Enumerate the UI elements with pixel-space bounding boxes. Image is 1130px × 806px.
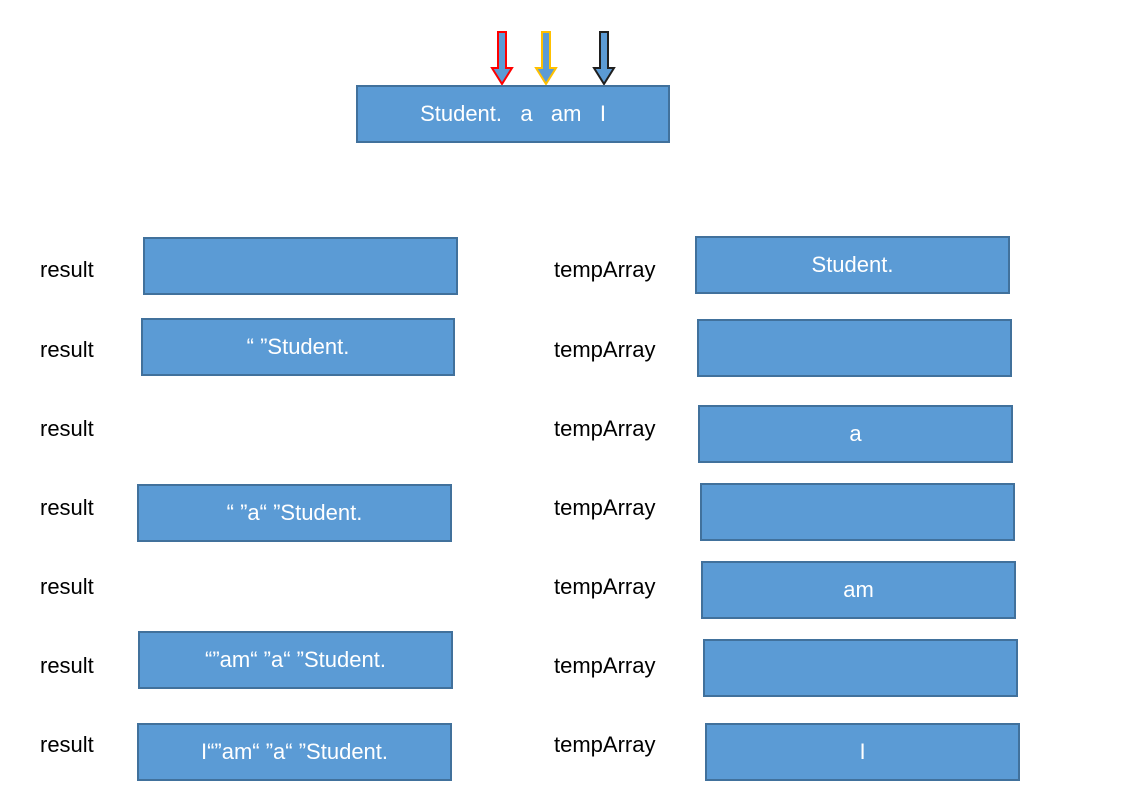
temparray-label: tempArray (554, 653, 656, 678)
temparray-label: tempArray (554, 416, 656, 441)
temparray-box: am (701, 561, 1016, 619)
source-string-text: Student. a am I (420, 101, 606, 126)
temparray-label: tempArray (554, 574, 656, 599)
result-label: result (40, 416, 94, 441)
temparray-box (700, 483, 1015, 541)
red-arrow-icon (490, 31, 514, 86)
result-box: “ ”Student. (141, 318, 455, 376)
yellow-arrow-icon (534, 31, 558, 86)
result-label: result (40, 732, 94, 757)
result-box: “”am“ ”a“ ”Student. (138, 631, 453, 689)
result-label: result (40, 495, 94, 520)
temparray-value: Student. (811, 252, 894, 277)
result-box: “ ”a“ ”Student. (137, 484, 452, 542)
result-label: result (40, 337, 94, 362)
result-label: result (40, 257, 94, 282)
temparray-box: I (705, 723, 1020, 781)
temparray-box: a (698, 405, 1013, 463)
result-value: “”am“ ”a“ ”Student. (205, 647, 386, 672)
result-value: I“”am“ ”a“ ”Student. (200, 739, 389, 764)
temparray-box (697, 319, 1012, 377)
result-value: “ ”a“ ”Student. (226, 500, 363, 525)
temparray-value: a (849, 421, 862, 446)
temparray-box (703, 639, 1018, 697)
temparray-value: I (859, 739, 866, 764)
result-label: result (40, 653, 94, 678)
result-value: “ ”Student. (246, 334, 350, 359)
temparray-label: tempArray (554, 337, 656, 362)
result-label: result (40, 574, 94, 599)
result-box: I“”am“ ”a“ ”Student. (137, 723, 452, 781)
black-arrow-icon (592, 31, 616, 86)
temparray-label: tempArray (554, 732, 656, 757)
temparray-label: tempArray (554, 257, 656, 282)
temparray-label: tempArray (554, 495, 656, 520)
temparray-value: am (843, 577, 874, 602)
temparray-box: Student. (695, 236, 1010, 294)
result-box (143, 237, 458, 295)
source-string-box: Student. a am I (356, 85, 670, 143)
